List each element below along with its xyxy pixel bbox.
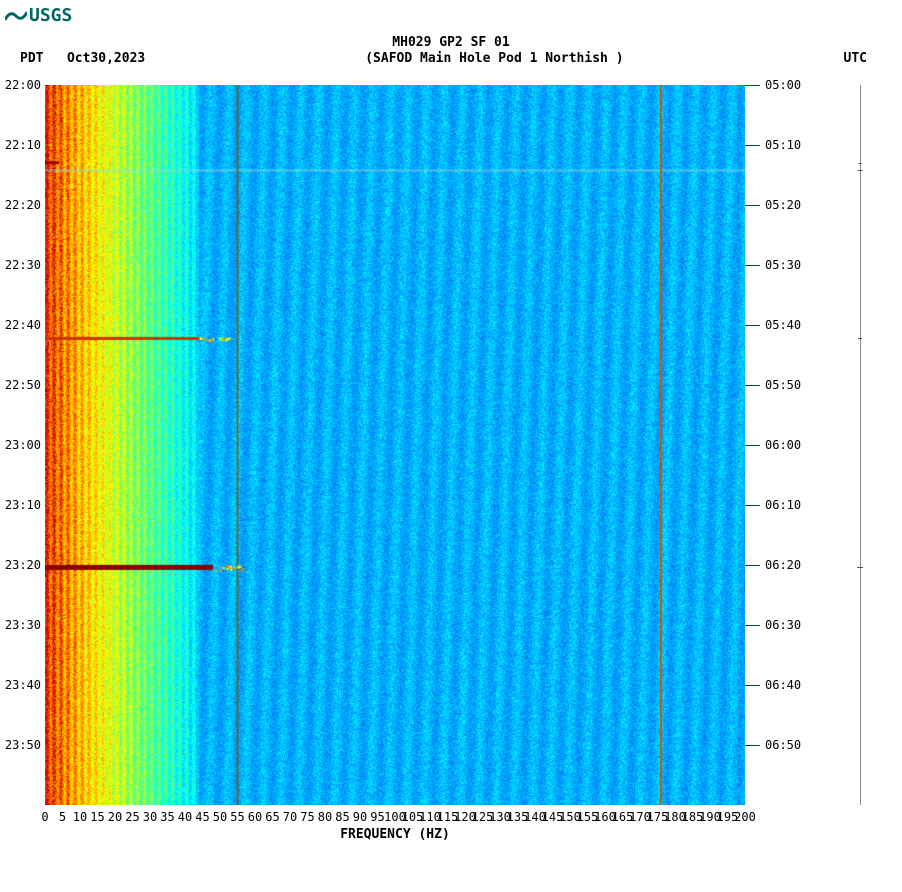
- waveform-spike: [857, 567, 863, 568]
- y-right-tickmark: [745, 685, 760, 686]
- chart-title: MH029 GP2 SF 01: [5, 35, 897, 51]
- x-tick: 35: [160, 810, 174, 824]
- logo-text: USGS: [29, 5, 72, 26]
- x-tick: 65: [265, 810, 279, 824]
- y-right-tickmark: [745, 745, 760, 746]
- y-right-tick: 06:20: [765, 558, 801, 572]
- waveform-baseline: [860, 85, 861, 805]
- x-tick: 90: [353, 810, 367, 824]
- y-left-tick: 22:00: [5, 78, 41, 92]
- y-right-tick: 06:00: [765, 438, 801, 452]
- x-tick: 25: [125, 810, 139, 824]
- waveform-spike: [858, 170, 863, 171]
- right-timezone: UTC: [844, 51, 867, 66]
- waveform-spike: [858, 338, 862, 339]
- x-axis: FREQUENCY (HZ) 0510152025303540455055606…: [45, 805, 745, 845]
- x-tick: 45: [195, 810, 209, 824]
- y-right-tick: 05:20: [765, 198, 801, 212]
- y-right-tickmark: [745, 205, 760, 206]
- y-left-tick: 22:10: [5, 138, 41, 152]
- y-left-tick: 23:20: [5, 558, 41, 572]
- y-right-tick: 05:30: [765, 258, 801, 272]
- usgs-wave-icon: [5, 8, 27, 24]
- x-tick: 10: [73, 810, 87, 824]
- spectrogram-plot: [45, 85, 745, 805]
- title-line-2: (SAFOD Main Hole Pod 1 Northish ): [365, 51, 623, 66]
- x-tick: 5: [59, 810, 66, 824]
- x-tick: 0: [41, 810, 48, 824]
- y-right-tickmark: [745, 505, 760, 506]
- y-left-tick: 23:40: [5, 678, 41, 692]
- left-timezone: PDT Oct30,2023: [20, 51, 145, 66]
- y-axis-right: 05:0005:1005:2005:3005:4005:5006:0006:10…: [745, 85, 800, 805]
- x-tick: 15: [90, 810, 104, 824]
- usgs-logo: USGS: [5, 5, 72, 26]
- y-right-tick: 05:10: [765, 138, 801, 152]
- y-right-tickmark: [745, 625, 760, 626]
- y-right-tick: 06:40: [765, 678, 801, 692]
- y-right-tick: 06:30: [765, 618, 801, 632]
- title-line-1: MH029 GP2 SF 01: [5, 35, 897, 51]
- x-tick: 55: [230, 810, 244, 824]
- tz-pdt: PDT: [20, 51, 43, 66]
- x-tick: 70: [283, 810, 297, 824]
- x-tick: 20: [108, 810, 122, 824]
- y-left-tick: 23:00: [5, 438, 41, 452]
- y-right-tick: 06:50: [765, 738, 801, 752]
- y-right-tick: 06:10: [765, 498, 801, 512]
- x-axis-label: FREQUENCY (HZ): [45, 827, 745, 842]
- x-tick: 40: [178, 810, 192, 824]
- y-right-tickmark: [745, 385, 760, 386]
- x-tick: 95: [370, 810, 384, 824]
- waveform-spike: [859, 163, 862, 164]
- y-right-tick: 05:40: [765, 318, 801, 332]
- y-left-tick: 22:20: [5, 198, 41, 212]
- y-right-tickmark: [745, 445, 760, 446]
- waveform-sidebar: [850, 85, 870, 805]
- x-tick: 30: [143, 810, 157, 824]
- y-right-tickmark: [745, 145, 760, 146]
- x-tick: 80: [318, 810, 332, 824]
- y-right-tick: 05:00: [765, 78, 801, 92]
- y-left-tick: 22:30: [5, 258, 41, 272]
- header-row: PDT Oct30,2023 (SAFOD Main Hole Pod 1 No…: [5, 51, 897, 66]
- y-right-tickmark: [745, 265, 760, 266]
- y-right-tickmark: [745, 85, 760, 86]
- header-date: Oct30,2023: [67, 51, 145, 66]
- x-tick: 85: [335, 810, 349, 824]
- y-left-tick: 22:50: [5, 378, 41, 392]
- y-right-tick: 05:50: [765, 378, 801, 392]
- x-tick: 75: [300, 810, 314, 824]
- x-tick: 50: [213, 810, 227, 824]
- y-left-tick: 23:50: [5, 738, 41, 752]
- y-left-tick: 22:40: [5, 318, 41, 332]
- y-right-tickmark: [745, 565, 760, 566]
- y-axis-left: 22:0022:1022:2022:3022:4022:5023:0023:10…: [0, 85, 45, 805]
- x-tick: 200: [734, 810, 756, 824]
- y-right-tickmark: [745, 325, 760, 326]
- y-left-tick: 23:30: [5, 618, 41, 632]
- x-tick: 60: [248, 810, 262, 824]
- y-left-tick: 23:10: [5, 498, 41, 512]
- spectrogram-canvas: [45, 85, 745, 805]
